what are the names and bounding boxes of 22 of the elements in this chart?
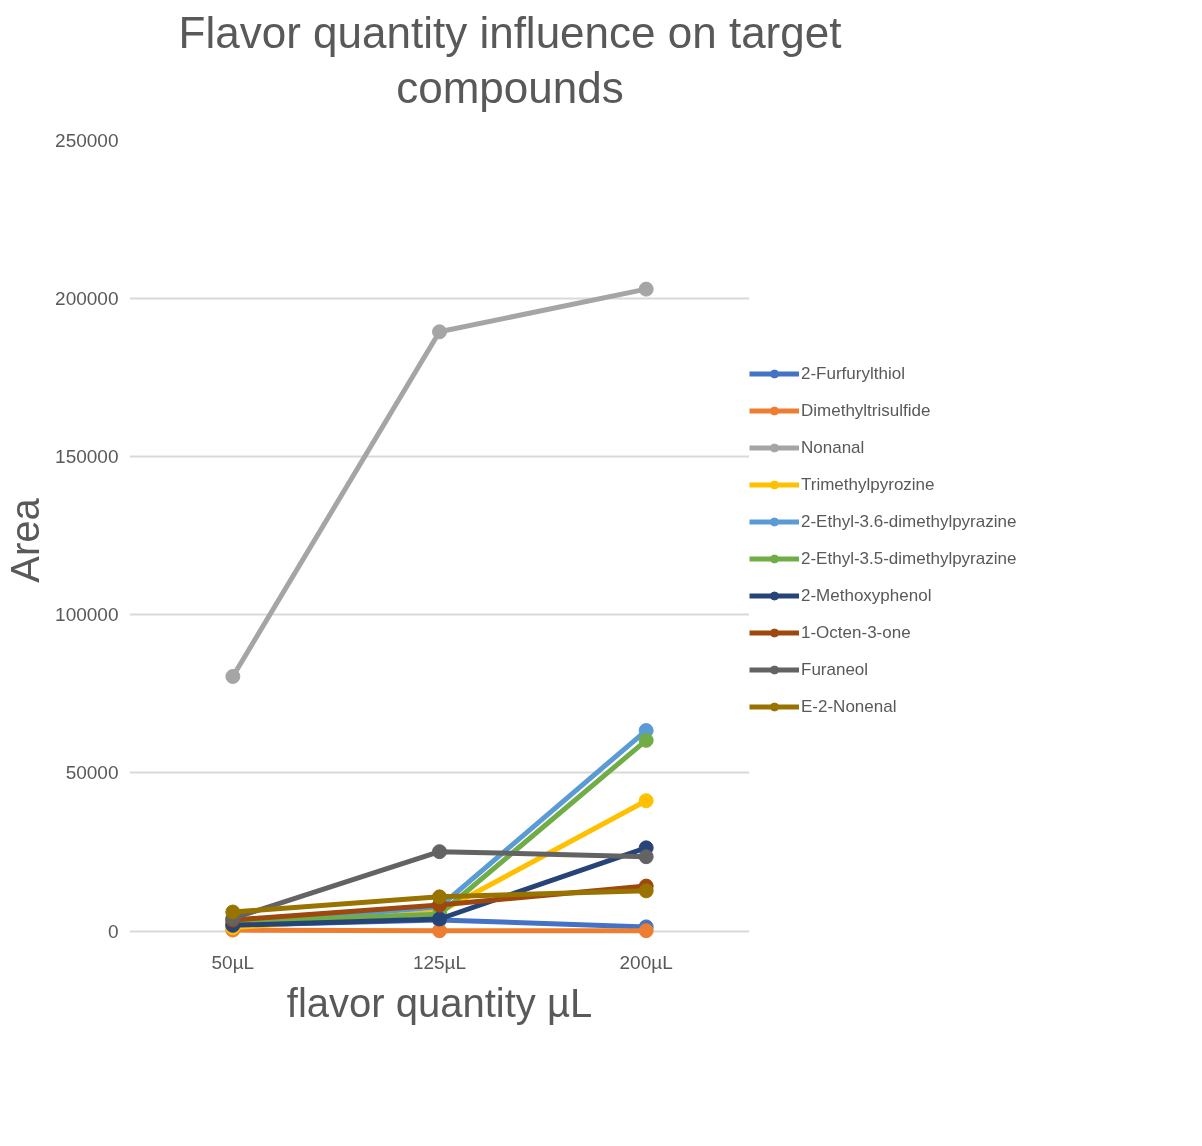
y-tick-label: 250000 [55,130,119,151]
legend-label: 2-Ethyl-3.6-dimethylpyrazine [801,511,1017,532]
x-tick-label: 200µL [619,951,673,973]
legend-label: E-2-Nonenal [801,696,897,717]
legend-label: 1-Octen-3-one [801,622,911,643]
legend-label: Nonanal [801,437,865,458]
y-tick-label: 0 [107,920,119,942]
x-tick-label: 50µL [211,951,255,973]
legend-label: Dimethyltrisulfide [801,400,931,421]
legend-label: Furaneol [801,659,869,680]
legend-label: 2-Methoxyphenol [801,585,932,606]
y-tick-label: 100000 [55,604,119,626]
legend-label: 2-Ethyl-3.5-dimethylpyrazine [801,548,1017,569]
y-tick-label: 150000 [55,446,119,468]
legend-label: Trimethylpyrozine [801,474,935,495]
legend-label: 2-Furfurylthiol [801,363,905,384]
chart-title: Flavor quantity influence on target compounds [178,7,842,114]
y-axis-title: Area [3,497,48,583]
x-axis-title: flavor quantity µL [286,980,593,1025]
x-tick-label: 125µL [412,951,467,973]
y-tick-label: 50000 [65,762,119,784]
y-tick-label: 200000 [55,288,119,310]
